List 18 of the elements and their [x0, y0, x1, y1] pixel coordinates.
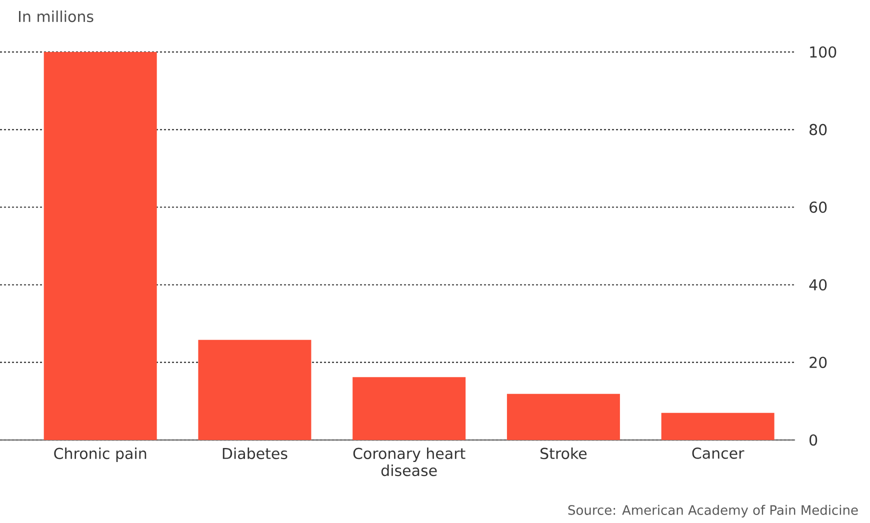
y-tick-label: 60 — [810, 202, 827, 213]
source-note: Source: American Academy of Pain Medicine — [568, 504, 858, 518]
bar — [44, 52, 157, 440]
bar — [506, 394, 620, 440]
x-tick-label: Coronary heart disease — [353, 448, 466, 476]
x-tick-label: Stroke — [540, 448, 587, 460]
x-tick-label: Diabetes — [222, 448, 288, 460]
x-tick-label: Cancer — [692, 448, 744, 459]
bar — [352, 377, 466, 440]
bar — [198, 340, 312, 440]
bar — [661, 412, 774, 440]
y-tick-label: 100 — [810, 46, 836, 58]
y-tick-label: 20 — [810, 356, 827, 368]
y-tick-label: 0 — [810, 434, 818, 446]
chart-subtitle: In millions — [19, 10, 94, 22]
y-tick-label: 40 — [809, 279, 827, 290]
y-tick-label: 80 — [810, 124, 827, 136]
x-tick-label: Chronic pain — [54, 448, 146, 462]
